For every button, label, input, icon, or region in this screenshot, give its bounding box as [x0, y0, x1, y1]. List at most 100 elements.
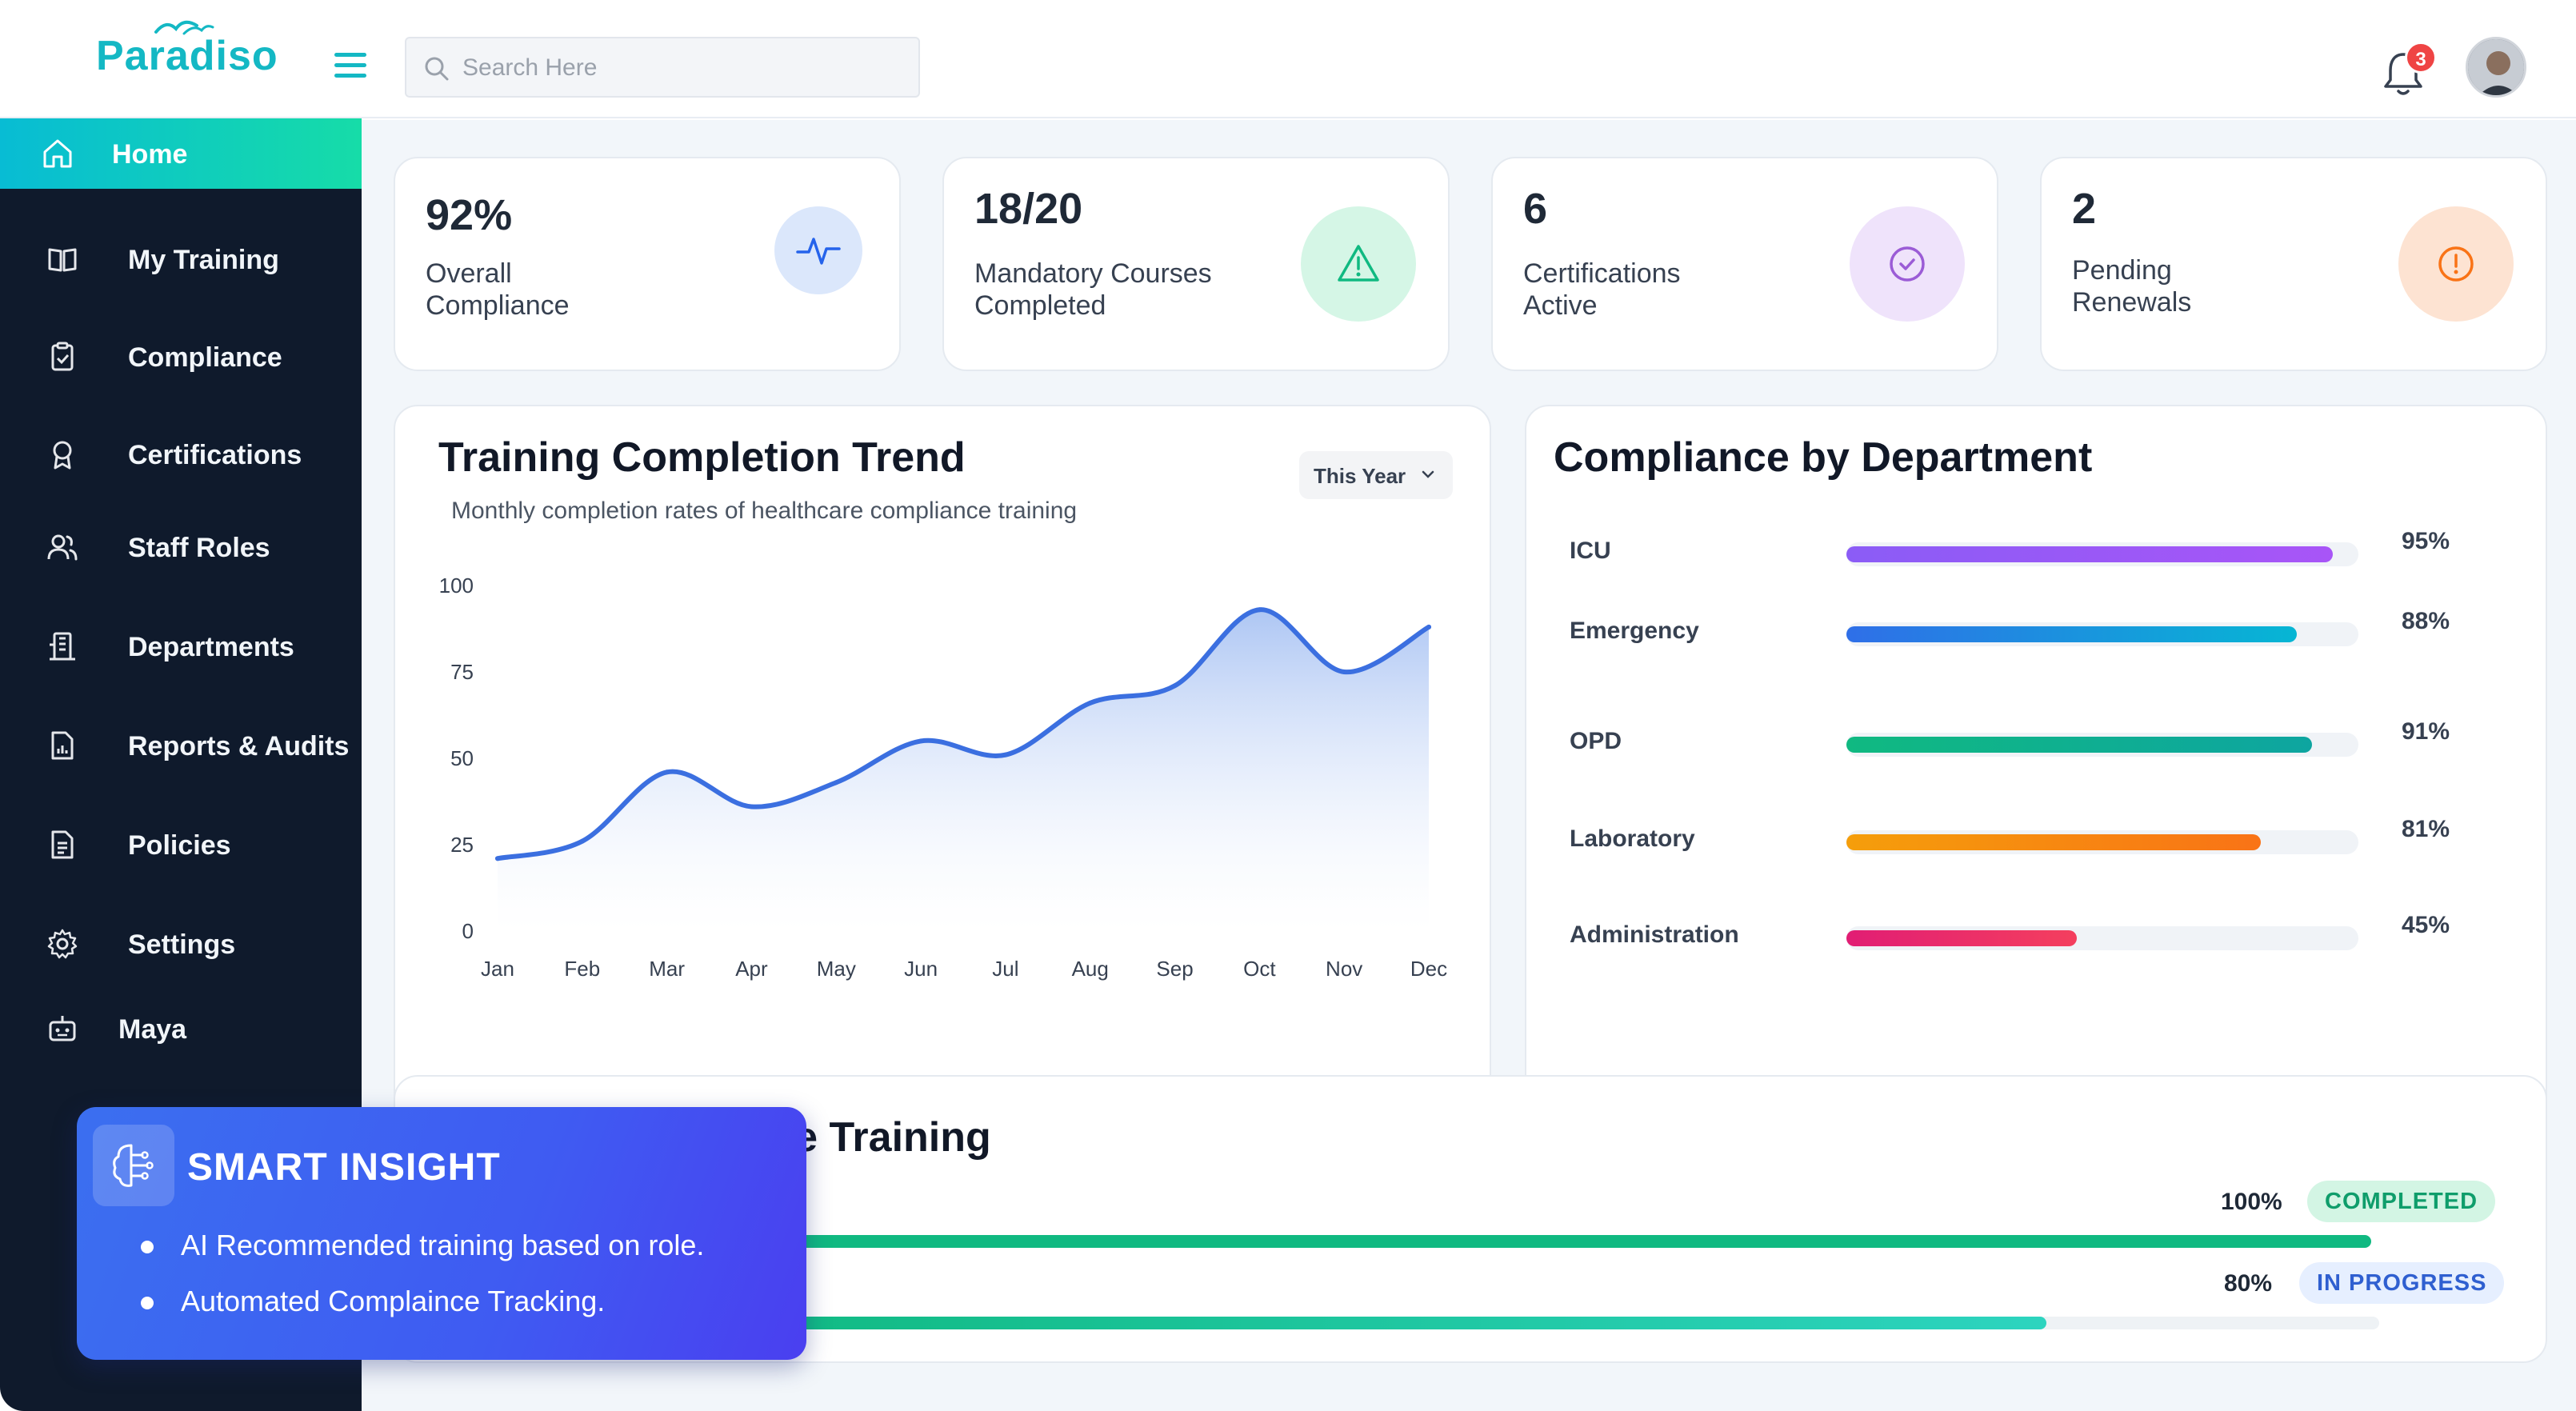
stat-card-pending-renewals: 2 Pending Renewals — [2040, 157, 2547, 371]
stat-icon-circle — [2398, 206, 2514, 322]
award-icon — [53, 441, 72, 470]
x-tick-label: May — [817, 957, 856, 981]
smart-insight-panel[interactable]: SMART INSIGHT AI Recommended training ba… — [77, 1107, 806, 1360]
department-progress-fill — [1846, 834, 2262, 850]
trend-data-point — [834, 780, 839, 785]
training-progress-pct: 100% — [2221, 1189, 2282, 1215]
stat-card-certifications-active: 6 Certifications Active — [1491, 157, 1998, 371]
warning-icon — [1338, 245, 1379, 282]
x-tick-label: Oct — [1243, 957, 1276, 981]
trend-data-point — [918, 738, 924, 744]
x-tick-label: Jul — [992, 957, 1018, 981]
status-badge-completed: COMPLETED — [2307, 1181, 2496, 1222]
department-percentage: 81% — [2402, 816, 2450, 842]
search-box — [405, 37, 920, 98]
bird-logo-icon — [154, 20, 214, 35]
brain-icon — [113, 1144, 154, 1187]
clipboard-check-icon — [51, 342, 74, 371]
sidebar-item-staff-roles[interactable]: Staff Roles — [0, 515, 362, 579]
training-progress-bar — [715, 1235, 2371, 1248]
stat-label: Certifications Active — [1523, 258, 1681, 321]
department-name: ICU — [1570, 538, 1611, 564]
stat-value: 92% — [426, 191, 513, 239]
notification-count-badge: 3 — [2405, 42, 2437, 74]
period-select-value: This Year — [1314, 464, 1406, 488]
trend-data-point — [1426, 624, 1431, 630]
building-icon — [50, 632, 75, 661]
department-percentage: 88% — [2402, 608, 2450, 634]
search-input[interactable] — [462, 46, 910, 90]
department-progress-track — [1846, 926, 2358, 950]
sidebar-item-departments[interactable]: Departments — [0, 614, 362, 678]
sidebar-item-label: My Training — [128, 245, 279, 275]
paradiso-logo[interactable]: Paradiso — [96, 20, 278, 80]
training-progress-track — [715, 1317, 2379, 1329]
sidebar-item-my-training[interactable]: My Training — [0, 227, 362, 291]
department-progress-track — [1846, 830, 2358, 854]
insight-title: SMART INSIGHT — [187, 1146, 501, 1189]
x-tick-label: Jun — [904, 957, 938, 981]
period-select[interactable]: This Year — [1299, 451, 1453, 499]
department-percentage: 91% — [2402, 718, 2450, 745]
trend-area-fill — [498, 610, 1429, 931]
chevron-down-icon — [1422, 470, 1434, 478]
sidebar-item-label: Policies — [128, 830, 231, 861]
book-icon — [48, 248, 77, 272]
stat-value: 2 — [2072, 185, 2097, 233]
trend-data-point — [1087, 700, 1093, 706]
stat-label: Mandatory Courses Completed — [974, 258, 1212, 321]
department-progress-fill — [1846, 546, 2333, 562]
department-percentage: 45% — [2402, 912, 2450, 938]
trend-area-chart: 0 25 50 75 100 Jan Feb Mar Apr May Jun Jul Aug Sep Oc… — [439, 574, 1448, 981]
department-name: OPD — [1570, 728, 1622, 754]
document-icon — [51, 830, 74, 859]
stat-icon-circle — [1850, 206, 1965, 322]
sidebar-item-reports-audits[interactable]: Reports & Audits — [0, 713, 362, 777]
stat-label: Pending Renewals — [2072, 255, 2192, 318]
sidebar-item-label: Departments — [128, 632, 294, 662]
main-content: 92% Overall Compliance 18/20 Mandatory C… — [362, 120, 2576, 1411]
trend-data-point — [495, 856, 500, 861]
y-tick-label: 0 — [462, 919, 474, 943]
trend-data-point — [579, 838, 585, 844]
sidebar-item-maya[interactable]: Maya — [0, 997, 362, 1061]
department-compliance-card: Compliance by Department ICU 95% Emergency… — [1525, 405, 2547, 1163]
stat-value: 18/20 — [974, 185, 1083, 233]
x-tick-label: Feb — [564, 957, 600, 981]
sidebar-item-label: Certifications — [128, 440, 302, 470]
sidebar-item-compliance[interactable]: Compliance — [0, 325, 362, 389]
menu-toggle-icon[interactable] — [334, 53, 366, 78]
status-badge-in-progress: IN PROGRESS — [2299, 1262, 2505, 1304]
y-tick-label: 100 — [439, 574, 474, 598]
x-tick-label: Sep — [1156, 957, 1193, 981]
pulse-icon — [796, 238, 841, 265]
sidebar-item-policies[interactable]: Policies — [0, 813, 362, 877]
user-avatar[interactable] — [2466, 37, 2526, 98]
y-tick-label: 75 — [450, 660, 474, 684]
stat-icon-circle — [774, 206, 862, 294]
trend-data-point — [1002, 752, 1008, 757]
stat-icon-circle — [1301, 206, 1416, 322]
x-tick-label: Aug — [1072, 957, 1109, 981]
sidebar-item-home[interactable]: Home — [0, 118, 362, 189]
department-name: Emergency — [1570, 618, 1699, 644]
training-trend-card: Training Completion Trend Monthly comple… — [394, 405, 1491, 1163]
report-icon — [51, 731, 74, 760]
sidebar-item-label: Reports & Audits — [128, 731, 350, 761]
sidebar-item-certifications[interactable]: Certifications — [0, 422, 362, 486]
users-icon — [47, 534, 78, 561]
trend-data-point — [1172, 683, 1178, 689]
training-progress-pct: 80% — [2224, 1270, 2273, 1297]
department-progress-track — [1846, 733, 2358, 757]
stat-card-mandatory-courses: 18/20 Mandatory Courses Completed — [942, 157, 1450, 371]
trend-title: Training Completion Trend — [438, 434, 966, 481]
robot-icon — [49, 1016, 76, 1041]
alert-circle-icon — [2438, 246, 2474, 282]
stat-value: 6 — [1523, 185, 1548, 233]
trend-subtitle: Monthly completion rates of healthcare c… — [451, 498, 1078, 524]
sidebar-item-settings[interactable]: Settings — [0, 912, 362, 976]
department-title: Compliance by Department — [1554, 434, 2093, 481]
x-tick-label: Mar — [649, 957, 685, 981]
brain-icon-box — [93, 1125, 174, 1206]
sidebar-item-label: Home — [112, 139, 188, 170]
